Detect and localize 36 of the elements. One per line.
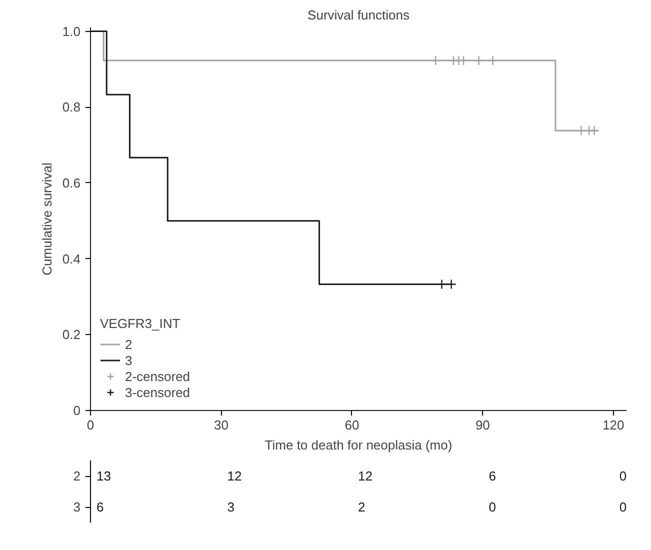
point [474, 55, 484, 66]
text: 6 [488, 468, 496, 484]
x-tick-label: 30 [214, 418, 228, 432]
text: 2 [73, 468, 81, 484]
legend-label: 2-censored [125, 368, 190, 384]
text: 0 [488, 500, 496, 514]
chart-title: Survival functions [308, 8, 410, 22]
text: 6 [96, 500, 104, 514]
text: 3 [227, 500, 234, 514]
text: 0 [619, 468, 627, 484]
point [458, 55, 469, 66]
point [488, 55, 498, 66]
y-axis-title: Cumulative survival [39, 162, 54, 276]
text: 3 [73, 500, 81, 514]
point [430, 55, 441, 66]
point [576, 126, 586, 136]
text: 0 [619, 500, 627, 514]
y-tick-label: 0.8 [62, 100, 81, 115]
x-axis-title: Time to death for neoplasia (mo) [264, 438, 452, 452]
text: 2 [358, 500, 366, 514]
x-tick-label: 60 [344, 418, 360, 432]
text: 12 [227, 468, 242, 484]
y-tick-label: 0.4 [62, 251, 81, 266]
x-tick-label: 0 [86, 418, 94, 432]
y-tick-label: 0 [73, 403, 81, 418]
text: 13 [96, 468, 111, 484]
legend-label: 2 [125, 336, 134, 352]
text: 12 [358, 468, 372, 484]
y-tick-label: 0.2 [62, 327, 81, 342]
x-tick-label: 120 [602, 418, 624, 432]
legend-label: 3 [125, 352, 134, 368]
x-tick-label: 90 [475, 418, 490, 432]
y-tick-label: 0.6 [62, 175, 81, 190]
y-tick-label: 1.0 [62, 24, 81, 39]
legend-title: VEGFR3_INT [100, 316, 182, 331]
legend-label: 3-censored [125, 384, 190, 400]
